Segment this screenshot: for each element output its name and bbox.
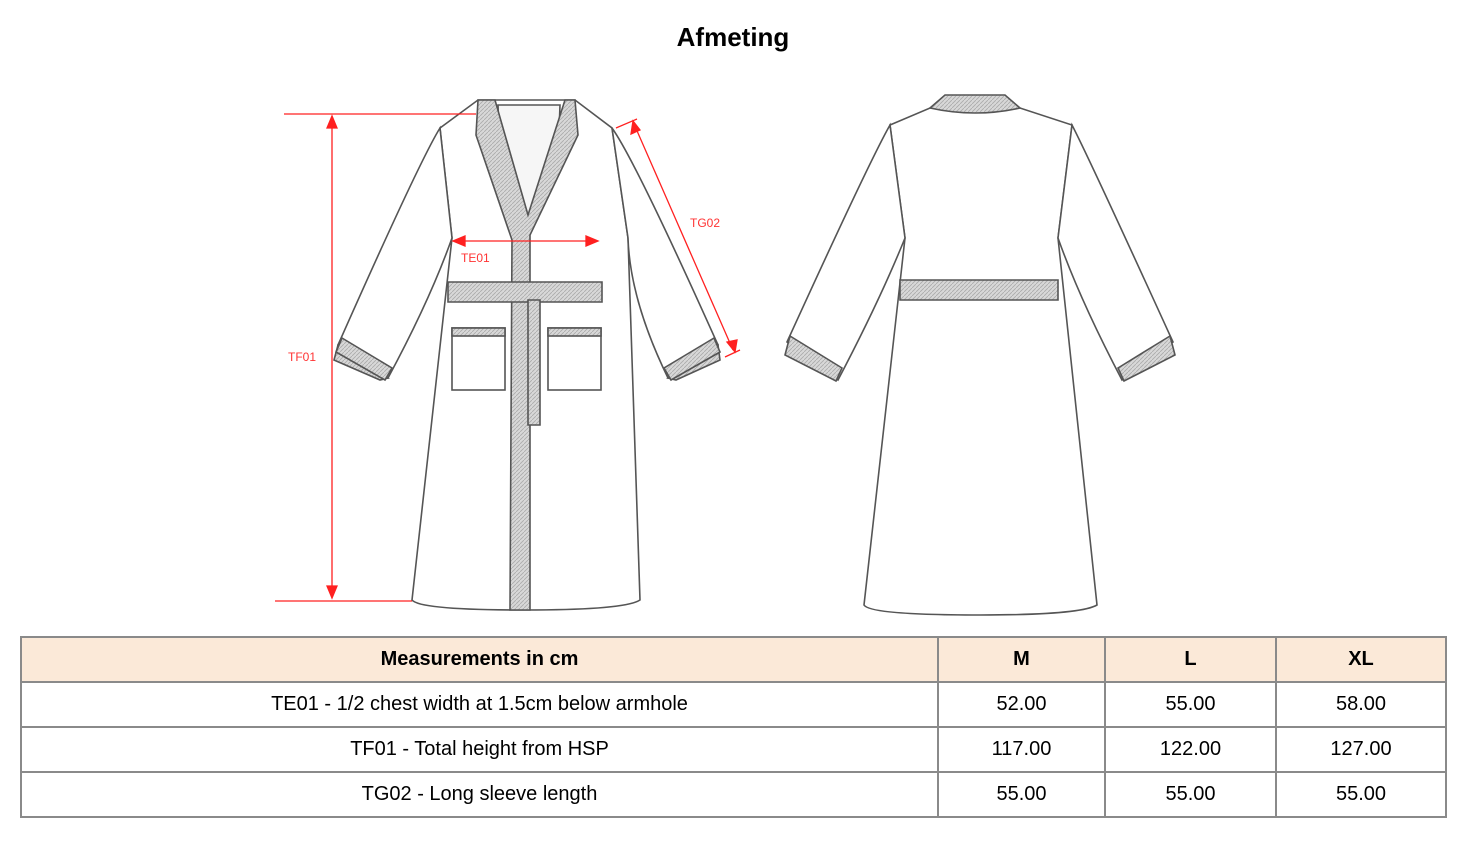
- table-row: TF01 - Total height from HSP 117.00 122.…: [20, 726, 1447, 773]
- table-header-row: Measurements in cm M L XL: [20, 636, 1447, 683]
- value-m: 55.00: [937, 771, 1106, 818]
- measurement-name: TG02 - Long sleeve length: [20, 771, 939, 818]
- header-size-xl: XL: [1275, 636, 1447, 683]
- measurement-name: TE01 - 1/2 chest width at 1.5cm below ar…: [20, 681, 939, 728]
- robe-size-diagram: TF01 TE01 TG02: [275, 94, 1176, 616]
- header-size-l: L: [1104, 636, 1277, 683]
- tf01-label: TF01: [288, 350, 316, 364]
- te01-label: TE01: [461, 251, 490, 265]
- table-row: TG02 - Long sleeve length 55.00 55.00 55…: [20, 771, 1447, 818]
- table-row: TE01 - 1/2 chest width at 1.5cm below ar…: [20, 681, 1447, 728]
- value-xl: 55.00: [1275, 771, 1447, 818]
- tg02-arrow-line: [633, 123, 734, 351]
- header-size-m: M: [937, 636, 1106, 683]
- measurement-lines: [275, 113, 741, 602]
- header-measurements: Measurements in cm: [20, 636, 939, 683]
- size-table: Measurements in cm M L XL TE01 - 1/2 che…: [20, 636, 1447, 818]
- value-l: 122.00: [1104, 726, 1277, 773]
- value-l: 55.00: [1104, 771, 1277, 818]
- measurement-name: TF01 - Total height from HSP: [20, 726, 939, 773]
- arrow-up-icon: [630, 119, 642, 136]
- value-m: 52.00: [937, 681, 1106, 728]
- arrow-up-icon: [326, 114, 338, 129]
- arrow-down-icon: [326, 585, 338, 600]
- arrow-right-icon: [585, 235, 600, 247]
- arrow-left-icon: [451, 235, 466, 247]
- tg02-top-guide: [615, 118, 638, 129]
- robe-back-drawing: [784, 94, 1176, 616]
- tg02-label: TG02: [690, 216, 720, 230]
- value-xl: 127.00: [1275, 726, 1447, 773]
- value-l: 55.00: [1104, 681, 1277, 728]
- page-title: Afmeting: [676, 22, 790, 52]
- value-xl: 58.00: [1275, 681, 1447, 728]
- arrow-down-icon: [725, 339, 738, 354]
- value-m: 117.00: [937, 726, 1106, 773]
- robe-front-drawing: [333, 99, 722, 611]
- tg02-bottom-guide: [724, 349, 741, 358]
